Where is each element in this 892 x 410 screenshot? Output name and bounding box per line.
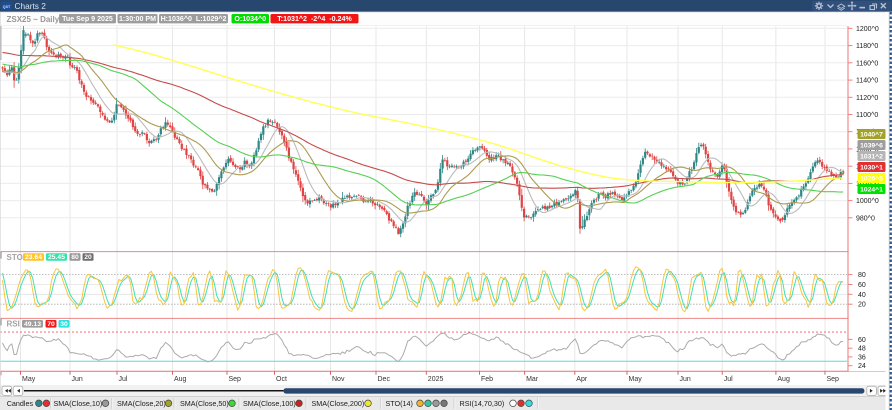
- svg-text:SMA(Close,20): SMA(Close,20): [117, 399, 166, 408]
- svg-text:ZSX25 ~ Daily: ZSX25 ~ Daily: [7, 15, 60, 24]
- svg-text:980^0: 980^0: [856, 215, 875, 222]
- svg-text:1160^0: 1160^0: [856, 60, 878, 67]
- svg-text:QST: QST: [3, 5, 11, 9]
- svg-text:Feb: Feb: [481, 376, 493, 383]
- svg-text:SMA(Close,10): SMA(Close,10): [54, 399, 103, 408]
- svg-text:Candles: Candles: [7, 399, 34, 408]
- svg-text:1200^0: 1200^0: [856, 26, 879, 33]
- svg-text:23.64: 23.64: [25, 254, 42, 261]
- svg-text:49.13: 49.13: [24, 321, 41, 328]
- svg-text:1140^0: 1140^0: [856, 78, 878, 85]
- svg-text:1031^2: 1031^2: [860, 153, 883, 161]
- svg-text:RSI(14,70,30): RSI(14,70,30): [460, 399, 505, 408]
- svg-text:70: 70: [47, 321, 55, 328]
- svg-text:20: 20: [84, 254, 92, 261]
- svg-text:48: 48: [858, 346, 866, 353]
- svg-text:Sep: Sep: [229, 376, 242, 383]
- svg-text:Mar: Mar: [526, 376, 539, 383]
- svg-text:1039^6: 1039^6: [860, 142, 883, 150]
- svg-text:Charts 2: Charts 2: [15, 1, 47, 11]
- svg-text:24: 24: [858, 363, 866, 370]
- svg-text:O:1034^0: O:1034^0: [234, 15, 266, 23]
- svg-text:1180^0: 1180^0: [856, 43, 878, 50]
- svg-text:SMA(Close,100): SMA(Close,100): [243, 399, 296, 408]
- svg-text:Oct: Oct: [276, 376, 287, 383]
- svg-text:1024^1: 1024^1: [860, 186, 883, 194]
- svg-text:H:1036^0 L:1029^2: H:1036^0 L:1029^2: [161, 15, 227, 23]
- svg-text:Jul: Jul: [724, 376, 733, 383]
- svg-text:Tue Sep 9 2025: Tue Sep 9 2025: [62, 15, 113, 23]
- svg-text:SMA(Close,200): SMA(Close,200): [312, 399, 365, 408]
- svg-text:RSI: RSI: [7, 320, 20, 329]
- svg-text:STO(14): STO(14): [386, 399, 413, 408]
- svg-text:Jul: Jul: [119, 376, 128, 383]
- svg-text:40: 40: [858, 292, 866, 299]
- svg-text:1000^0: 1000^0: [856, 198, 879, 205]
- svg-text:T:1031^2 -2^4 -0.24%: T:1031^2 -2^4 -0.24%: [277, 15, 352, 23]
- svg-text:20: 20: [858, 302, 866, 309]
- svg-text:Sep: Sep: [827, 376, 840, 383]
- svg-text:Nov: Nov: [332, 376, 345, 383]
- svg-text:1026^5: 1026^5: [860, 175, 883, 183]
- svg-text:Aug: Aug: [174, 376, 187, 383]
- svg-text:30: 30: [60, 321, 68, 328]
- svg-text:80: 80: [71, 254, 79, 261]
- svg-text:Jun: Jun: [680, 376, 691, 383]
- svg-text:SMA(Close,50): SMA(Close,50): [180, 399, 229, 408]
- svg-text:36: 36: [858, 354, 866, 361]
- svg-text:80: 80: [858, 272, 866, 279]
- svg-text:Jun: Jun: [72, 376, 83, 383]
- svg-text:1040^7: 1040^7: [860, 131, 883, 139]
- svg-text:Aug: Aug: [777, 376, 790, 383]
- svg-text:STO: STO: [7, 253, 23, 262]
- svg-text:60: 60: [858, 337, 866, 344]
- svg-text:1100^0: 1100^0: [856, 112, 878, 119]
- svg-text:60: 60: [858, 282, 866, 289]
- svg-text:Dec: Dec: [378, 376, 391, 383]
- svg-text:1030^1: 1030^1: [860, 164, 883, 172]
- svg-text:1120^0: 1120^0: [856, 95, 878, 102]
- svg-text:Apr: Apr: [576, 376, 588, 383]
- svg-text:May: May: [629, 376, 643, 383]
- svg-text:2025: 2025: [428, 376, 444, 383]
- svg-text:1:30:00 PM: 1:30:00 PM: [119, 15, 156, 23]
- svg-text:May: May: [22, 376, 36, 383]
- svg-text:25.45: 25.45: [48, 254, 65, 261]
